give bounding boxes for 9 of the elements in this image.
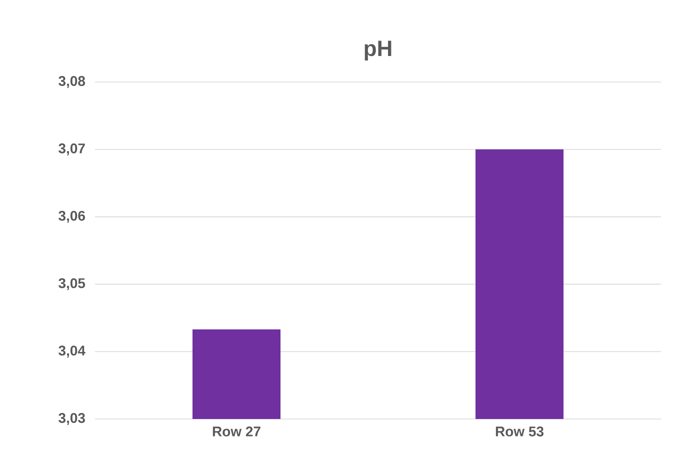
y-tick-label: 3,04 xyxy=(58,346,86,358)
chart-title: pH xyxy=(364,40,392,60)
y-tick-label: 3,05 xyxy=(58,278,86,290)
y-tick-label: 3,08 xyxy=(58,76,86,88)
y-tick-label: 3,07 xyxy=(58,143,85,156)
x-tick-label: Row 53 xyxy=(496,426,544,436)
y-tick-label: 3,03 xyxy=(58,413,85,425)
x-tick-label: Row 27 xyxy=(212,426,260,436)
y-tick-label: 3,06 xyxy=(58,210,85,223)
